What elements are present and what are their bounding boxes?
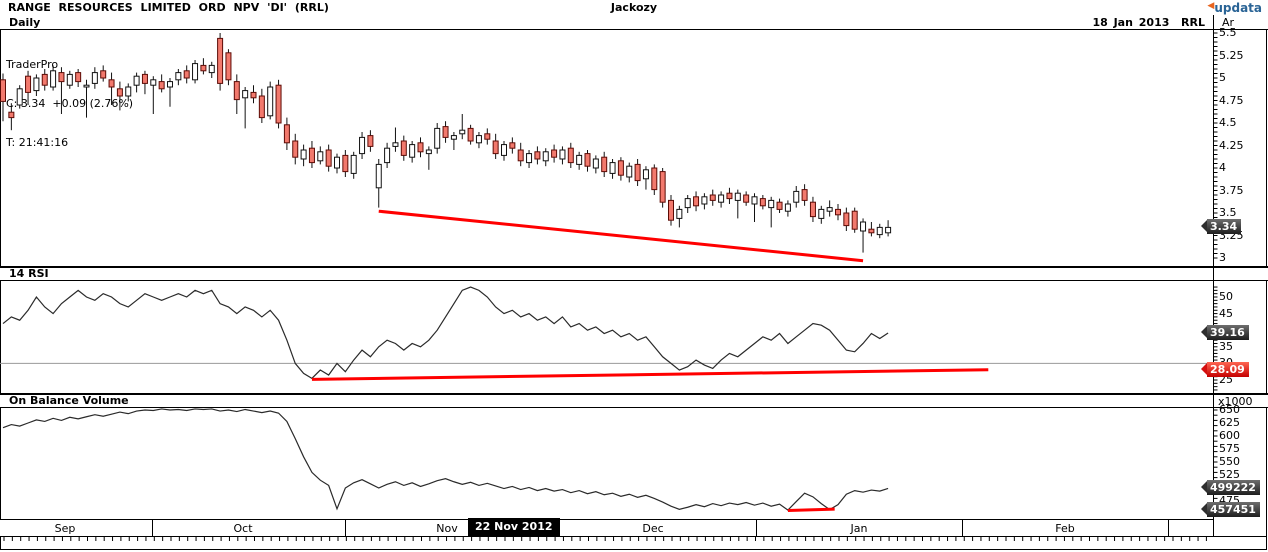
axis-tick-label: 575 (1219, 442, 1240, 455)
obv-trendline-value-tag: 457451 (1201, 502, 1260, 518)
axis-tick-label: 4.5 (1219, 116, 1237, 129)
month-label: Oct (233, 522, 253, 535)
axis-column-divider (1213, 15, 1214, 537)
axis-tick-label: 650 (1219, 403, 1240, 416)
price-last-value-tag: 3.34 (1200, 219, 1242, 235)
month-divider (756, 520, 757, 536)
updata-arrow-icon: ◀ (1207, 1, 1215, 11)
axis-tick-label: 5 (1219, 71, 1226, 84)
instrument-title: RANGE RESOURCES LIMITED ORD NPV 'DI' (RR… (8, 1, 329, 14)
axis-tick-label: 5.5 (1219, 26, 1237, 39)
date-flag-tooltip: 22 Nov 2012 (468, 518, 560, 536)
month-divider (345, 520, 346, 536)
rsi-line-chart[interactable] (0, 283, 1213, 394)
obv-panel-header: On Balance Volume (0, 393, 1268, 408)
date-axis-band: Sep Oct Nov Dec Jan Feb (0, 519, 1213, 537)
axis-tick-label: 625 (1219, 416, 1240, 429)
axis-tick-label: 3.5 (1219, 206, 1237, 219)
quote-overlay: TraderPro C: 3.34 +0.09 (2.76%) T: 21:41… (6, 32, 133, 175)
title-bar: RANGE RESOURCES LIMITED ORD NPV 'DI' (RR… (0, 0, 1268, 17)
month-divider (1168, 520, 1169, 536)
bottom-tick-strip (0, 537, 1267, 550)
close-change-label: C: 3.34 +0.09 (2.76%) (6, 97, 134, 110)
timeframe-bar (0, 15, 1268, 30)
axis-tick-label: 4 (1219, 161, 1226, 174)
date-minor-ticks (3, 537, 1207, 541)
month-label: Nov (436, 522, 458, 535)
axis-tick-label: 50 (1219, 290, 1233, 303)
obv-line-chart[interactable] (0, 408, 1213, 519)
axis-tick-label: 3.75 (1219, 183, 1244, 197)
price-candlestick-chart[interactable] (0, 30, 1213, 266)
obv-units-label: x1000 (1218, 395, 1253, 408)
date-symbol-label: 18 Jan 2013 RRL (1092, 16, 1205, 29)
username-label: Jackozy (610, 1, 658, 14)
axis-tick-label: 45 (1219, 306, 1233, 320)
rsi-current-value-tag: 39.16 (1201, 324, 1249, 340)
month-divider (962, 520, 963, 536)
rsi-trendline-value-tag: 28.09 (1201, 361, 1249, 377)
month-label: Jan (850, 522, 868, 535)
axis-tick-label: 4.25 (1219, 138, 1244, 152)
updata-logo-text: updata (1214, 1, 1262, 15)
axis-tick-label: 550 (1219, 455, 1240, 468)
app-name-label: TraderPro (6, 58, 59, 71)
axis-tick-label: 5.25 (1219, 48, 1244, 62)
axis-tick-label: 3 (1219, 251, 1226, 264)
time-label: T: 21:41:16 (6, 136, 69, 149)
axis-tick-label: 600 (1219, 429, 1240, 442)
timeframe-label: Daily (9, 16, 41, 29)
rsi-title: 14 RSI (9, 267, 49, 280)
axis-tick-label: 4.75 (1219, 93, 1244, 107)
month-label: Sep (54, 522, 76, 535)
obv-title: On Balance Volume (9, 394, 129, 407)
rsi-panel-header: 14 RSI (0, 266, 1268, 281)
month-label: Dec (642, 522, 664, 535)
axis-tick-label: 35 (1219, 339, 1233, 353)
month-divider (152, 520, 153, 536)
month-label: Feb (1055, 522, 1075, 535)
axis-tick-marks (1213, 32, 1218, 515)
obv-current-value-tag: 499222 (1201, 480, 1260, 496)
axis-tick-label: 525 (1219, 468, 1240, 481)
axis-scale-type[interactable]: Ar (1222, 16, 1235, 29)
